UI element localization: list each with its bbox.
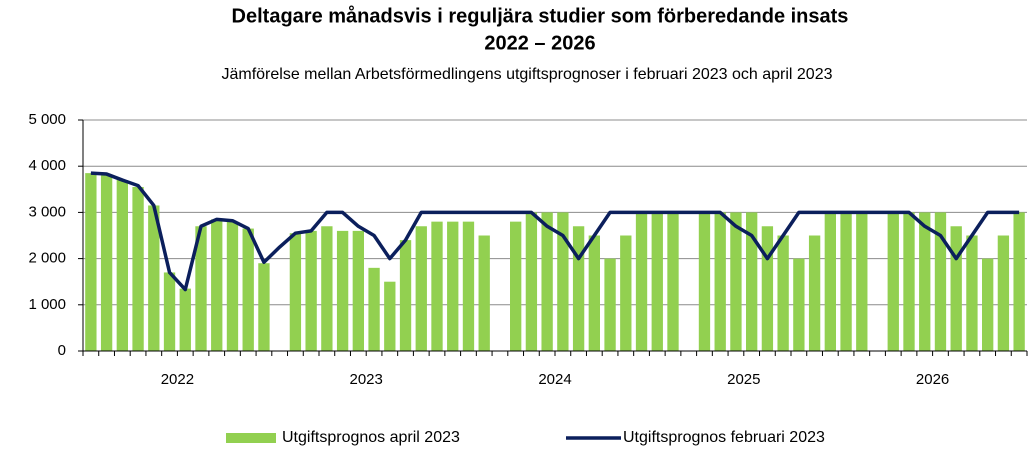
bar [620, 235, 632, 351]
y-tick-label: 3 000 [28, 203, 66, 220]
bar [557, 212, 569, 351]
bar [903, 212, 915, 351]
bar [116, 180, 128, 351]
bar [572, 226, 585, 351]
bar [384, 281, 396, 351]
bar [934, 212, 947, 351]
bar [85, 173, 97, 351]
y-tick-label: 2 000 [28, 250, 66, 267]
bar [635, 212, 648, 351]
bar [399, 240, 412, 351]
bar [525, 212, 538, 351]
y-tick-label: 0 [58, 342, 66, 359]
bar [148, 205, 160, 351]
bar [824, 212, 836, 351]
bar [195, 226, 207, 351]
bar [541, 212, 553, 351]
bar [242, 228, 254, 351]
bar [667, 212, 679, 351]
bar [950, 226, 962, 351]
bar [100, 175, 113, 351]
bar [132, 186, 144, 351]
bar [840, 212, 852, 351]
chart-subtitle: Jämförelse mellan Arbetsförmedlingens ut… [221, 66, 832, 83]
bar [179, 288, 191, 351]
legend-swatch [226, 433, 276, 443]
bar [447, 221, 459, 351]
bar [321, 226, 333, 351]
bar [761, 226, 774, 351]
bar [336, 230, 349, 351]
bar [258, 263, 270, 351]
bar [919, 212, 931, 351]
bar [714, 212, 726, 351]
bar [604, 258, 616, 351]
bar [808, 235, 821, 351]
bar [226, 221, 239, 351]
bar [651, 212, 663, 351]
bar [746, 212, 758, 351]
bar [966, 235, 978, 351]
bar [431, 221, 443, 351]
x-group-label: 2025 [727, 371, 760, 388]
bar [588, 235, 600, 351]
bar [305, 230, 317, 351]
line [90, 171, 1020, 292]
bar [793, 258, 805, 351]
bar [163, 272, 176, 351]
bar [478, 235, 490, 351]
x-group-label: 2026 [916, 371, 949, 388]
bar [982, 258, 994, 351]
chart-title: Deltagare månadsvis i reguljära studier … [232, 4, 849, 27]
bar [352, 230, 364, 351]
y-tick-label: 1 000 [28, 296, 66, 313]
bar [211, 219, 223, 351]
bar [777, 235, 789, 351]
y-tick-label: 5 000 [28, 111, 66, 128]
bar [698, 212, 711, 351]
legend-label: Utgiftsprognos april 2023 [282, 429, 460, 446]
bar [415, 226, 427, 351]
bar [997, 235, 1010, 351]
bar [368, 267, 380, 351]
chart-title: 2022 – 2026 [484, 32, 595, 54]
bar [289, 233, 302, 351]
bar [730, 212, 742, 351]
bar [510, 221, 522, 351]
x-group-label: 2022 [161, 371, 194, 388]
bar [462, 221, 475, 351]
bar [887, 212, 899, 351]
legend-label: Utgiftsprognos februari 2023 [623, 429, 825, 446]
x-group-label: 2024 [538, 371, 571, 388]
y-tick-label: 4 000 [28, 157, 66, 174]
bar [1013, 212, 1025, 351]
x-group-label: 2023 [350, 371, 383, 388]
bar [856, 212, 868, 351]
